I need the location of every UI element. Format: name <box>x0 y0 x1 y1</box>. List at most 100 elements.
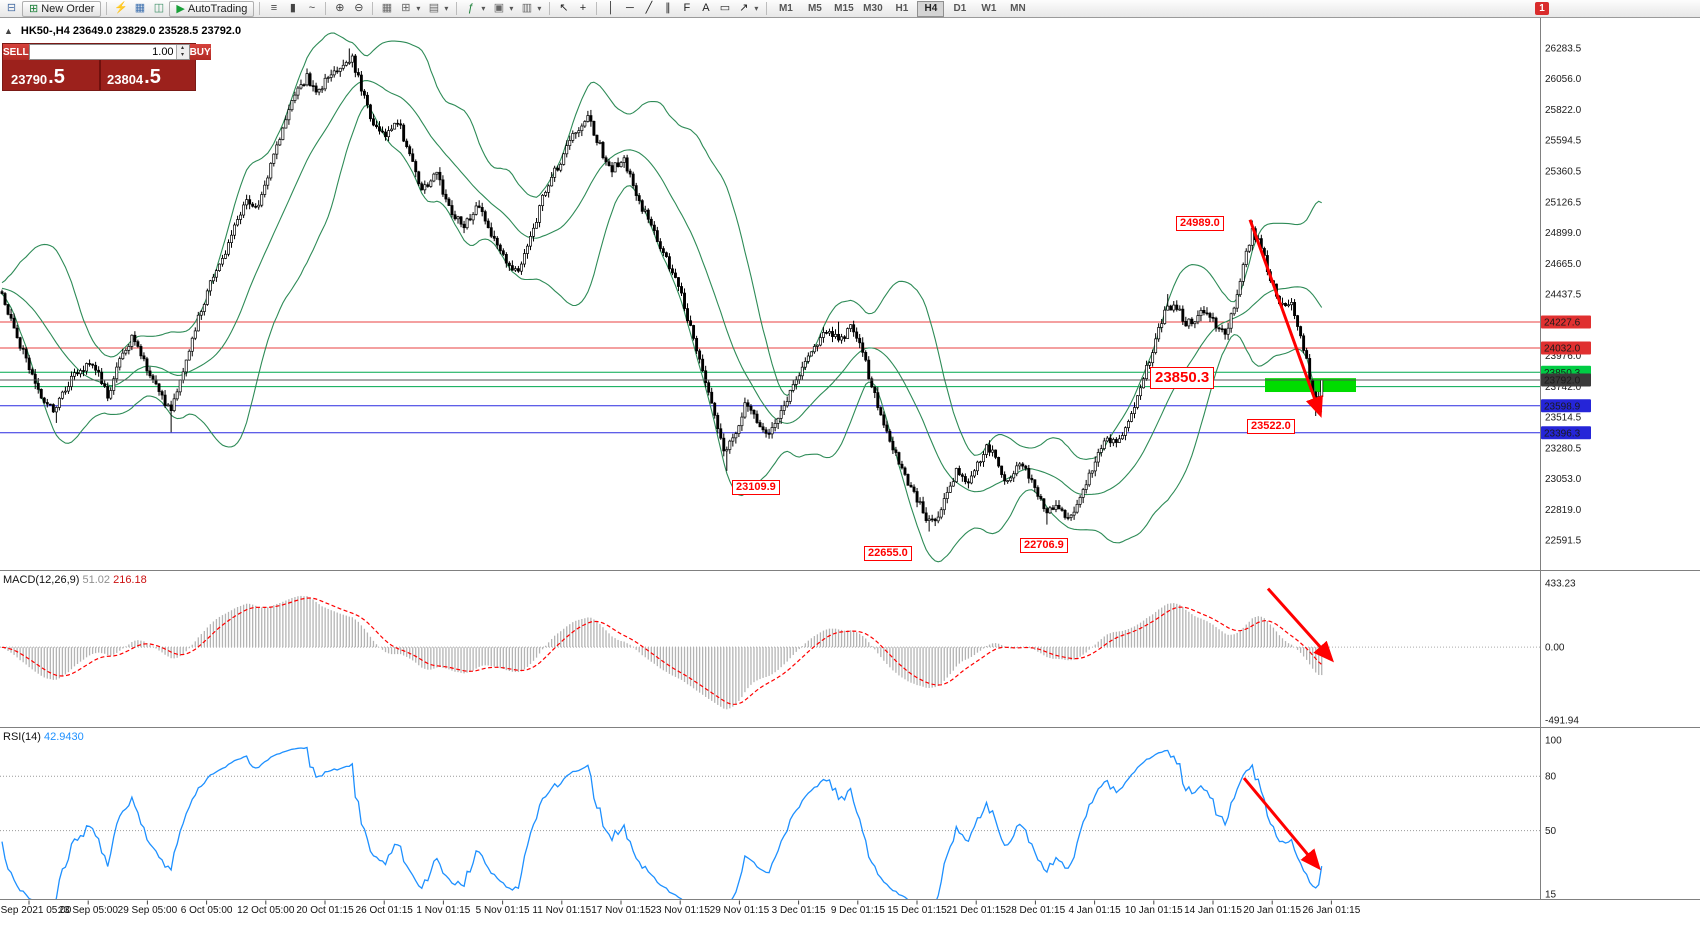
text-icon[interactable]: A <box>702 2 710 14</box>
time-axis-label: 12 Oct 05:00 <box>237 905 295 916</box>
trade-panel-price-row: 23790.5 23804.5 <box>3 60 195 90</box>
price-annotation[interactable]: 23850.3 <box>1150 367 1215 390</box>
time-axis-label: 29 Nov 01:15 <box>709 905 770 916</box>
price-axis-tick: 25594.5 <box>1545 135 1582 146</box>
notification-badge[interactable]: 1 <box>1535 2 1549 15</box>
timeframe-h4-button[interactable]: H4 <box>917 0 945 17</box>
time-axis-label: 10 Jan 01:15 <box>1124 905 1183 916</box>
cursor-icon[interactable]: ↖ <box>559 2 569 14</box>
vertical-line-icon[interactable]: │ <box>607 2 615 14</box>
trend-arrow-rsi[interactable] <box>1242 777 1321 871</box>
timeframe-w1-button[interactable]: W1 <box>981 2 997 14</box>
oneclick-collapse-icon[interactable]: ▲ <box>4 26 13 36</box>
time-axis-label: 14 Jan 01:15 <box>1184 905 1242 916</box>
sell-price-main: 23790 <box>11 72 48 87</box>
volume-box: ▴ ▾ <box>28 44 190 60</box>
toolbar: ⊟ ⊞ New Order ⚡ ▦ ◫ ▶ AutoTrading ≡ ▮ ~ ⊕ ⊖ ▦ ⊞ ▾ ▤ ▾ ƒ ▾ ▣ ▾… <box>0 0 1700 18</box>
buy-button[interactable]: BUY <box>189 44 211 60</box>
trend-arrow-main[interactable] <box>1248 219 1323 418</box>
price-axis-tick: 24437.5 <box>1545 290 1582 301</box>
arrows-icon-caret[interactable]: ▾ <box>754 4 759 13</box>
new-order-button-icon: ⊞ <box>29 3 39 15</box>
new-order-button-label: New Order <box>41 2 95 15</box>
new-chart-icon[interactable]: ⊞ <box>401 2 411 14</box>
time-axis-label: 21 Dec 01:15 <box>946 905 1006 916</box>
rsi-axis-tick: 50 <box>1545 826 1557 837</box>
profiles-icon[interactable]: ▤ <box>428 2 440 14</box>
timeframe-m30-button[interactable]: M30 <box>863 2 883 14</box>
price-axis-tag-label: 24227.6 <box>1544 317 1581 328</box>
time-axis-label: 17 Nov 01:15 <box>591 905 651 916</box>
price-axis-tick: 25360.5 <box>1545 167 1582 178</box>
price-axis-tick: 23053.0 <box>1545 474 1582 485</box>
zoom-out-icon[interactable]: ⊖ <box>354 2 364 14</box>
new-chart-icon-caret[interactable]: ▾ <box>416 4 421 13</box>
timeframe-m1-button[interactable]: M1 <box>778 2 793 14</box>
buy-price[interactable]: 23804.5 <box>99 60 195 90</box>
trendline-icon[interactable]: ╱ <box>645 2 653 14</box>
text-label-icon[interactable]: ▭ <box>719 2 731 14</box>
sell-button[interactable]: SELL <box>3 44 29 60</box>
tile-windows-icon[interactable]: ▦ <box>381 2 393 14</box>
timeframe-m15-button[interactable]: M15 <box>834 2 854 14</box>
fibonacci-icon[interactable]: F <box>683 2 691 14</box>
time-axis-label: 20 Oct 01:15 <box>296 905 354 916</box>
price-annotation[interactable]: 22706.9 <box>1020 538 1068 554</box>
price-annotation[interactable]: 24989.0 <box>1176 215 1224 231</box>
price-axis-tick: 24665.0 <box>1545 259 1582 270</box>
expert-advisors-icon[interactable]: ⚡ <box>114 2 128 14</box>
periods-icon[interactable]: ▣ <box>493 2 505 14</box>
timeframe-h1-button[interactable]: H1 <box>895 2 909 14</box>
price-axis-tag <box>1541 341 1591 355</box>
price-annotation[interactable]: 23109.9 <box>732 479 780 495</box>
timeframe-mn-button[interactable]: MN <box>1010 2 1026 14</box>
price-axis-tick: 23742.0 <box>1545 382 1582 393</box>
navigator-icon[interactable]: ◫ <box>153 2 165 14</box>
volume-increment-button[interactable]: ▴ <box>176 45 189 52</box>
periods-icon-caret[interactable]: ▾ <box>509 4 514 13</box>
autotrading-button[interactable]: ▶ AutoTrading <box>169 0 255 17</box>
sell-price[interactable]: 23790.5 <box>3 60 99 90</box>
price-annotation[interactable]: 22655.0 <box>864 546 912 562</box>
profiles-icon-caret[interactable]: ▾ <box>444 4 449 13</box>
buy-price-main: 23804 <box>107 72 144 87</box>
market-watch-icon[interactable]: ▦ <box>134 2 146 14</box>
timeframe-d1-button[interactable]: D1 <box>953 2 967 14</box>
volume-input[interactable] <box>29 45 176 59</box>
templates-icon[interactable]: ▥ <box>521 2 533 14</box>
price-axis-tick: 24899.0 <box>1545 228 1582 239</box>
new-order-button[interactable]: ⊞ New Order <box>22 0 102 17</box>
trend-arrow-macd[interactable] <box>1266 587 1335 663</box>
price-axis-tag-label: 23850.3 <box>1544 368 1581 379</box>
indicators-icon[interactable]: ƒ <box>467 2 474 14</box>
price-axis-tag-label: 24032.0 <box>1544 344 1581 355</box>
zoom-in-icon[interactable]: ⊕ <box>335 2 345 14</box>
time-axis-label: 15 Dec 01:15 <box>887 905 947 916</box>
autotrading-button-label: AutoTrading <box>187 2 248 15</box>
time-axis-label: 9 Dec 01:15 <box>830 905 885 916</box>
timeframe-m5-button[interactable]: M5 <box>807 2 822 14</box>
price-annotation[interactable]: 23522.0 <box>1247 419 1295 435</box>
crosshair-icon[interactable]: + <box>579 2 587 14</box>
price-axis-tick: 25822.0 <box>1545 105 1582 116</box>
macd-panel-layer <box>0 587 1540 710</box>
price-axis-tick: 22819.0 <box>1545 505 1582 516</box>
time-axis-label: 28 Dec 01:15 <box>1005 905 1066 916</box>
macd-name: MACD(12,26,9) <box>3 574 80 586</box>
bar-chart-icon[interactable]: ≡ <box>270 2 278 14</box>
equidistant-channel-icon[interactable]: ∥ <box>665 2 671 14</box>
toolbar-divider <box>456 2 458 15</box>
line-chart-icon[interactable]: ~ <box>308 2 316 14</box>
chart-window-icon[interactable]: ⊟ <box>6 2 17 14</box>
volume-decrement-button[interactable]: ▾ <box>176 52 189 59</box>
horizontal-line-icon[interactable]: ─ <box>626 2 634 14</box>
price-axis-tick: 23976.0 <box>1545 351 1582 362</box>
indicators-icon-caret[interactable]: ▾ <box>481 4 486 13</box>
trade-panel-top-row: SELL ▴ ▾ BUY <box>3 44 211 60</box>
candlestick-chart-icon[interactable]: ▮ <box>289 2 296 14</box>
price-axis-tick: 23280.5 <box>1545 444 1582 455</box>
arrows-icon[interactable]: ↗ <box>739 2 749 14</box>
templates-icon-caret[interactable]: ▾ <box>537 4 542 13</box>
time-axis-label: 3 Dec 01:15 <box>771 905 826 916</box>
